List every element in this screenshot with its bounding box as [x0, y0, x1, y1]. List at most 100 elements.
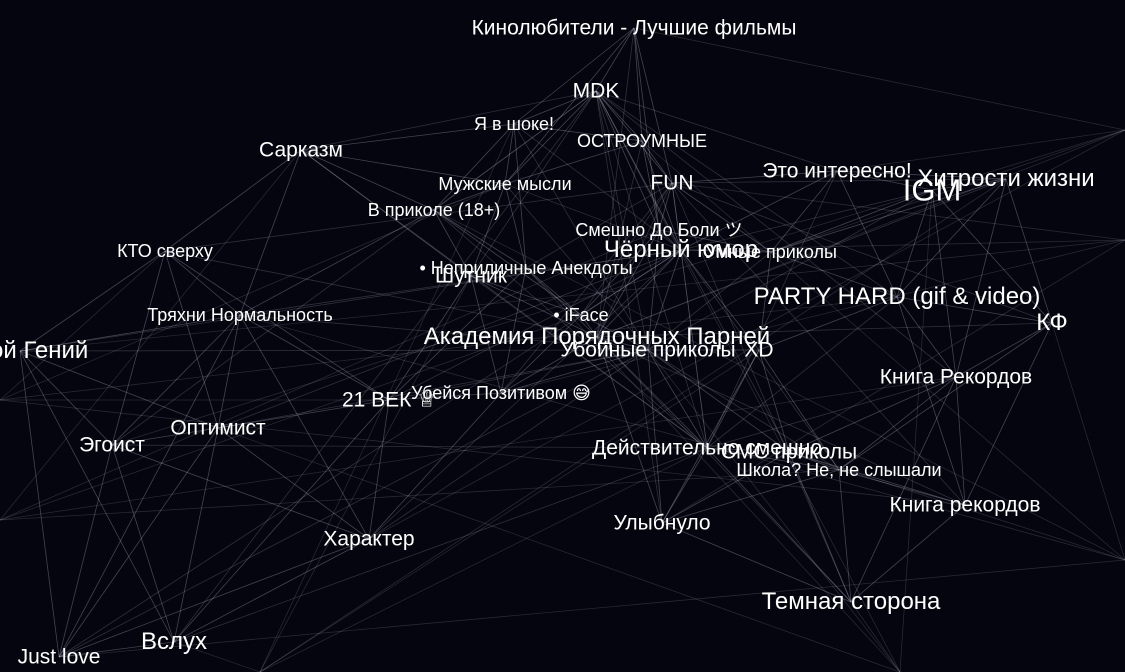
node-just-love[interactable]: Just love — [17, 645, 101, 669]
graph-edge — [0, 376, 957, 521]
graph-edge — [300, 149, 506, 185]
node-kniga-rekordov-2[interactable]: Книга рекордов — [889, 493, 1041, 517]
node-umnye-prikoly[interactable]: Умные приколы — [705, 242, 837, 262]
node-ostroumnye[interactable]: ОСТРОУМНЫЕ — [577, 131, 707, 151]
graph-edge — [239, 314, 649, 351]
graph-edge — [58, 249, 682, 658]
graph-edge — [647, 249, 682, 351]
graph-edge — [58, 427, 219, 658]
graph-edge — [595, 90, 957, 378]
node-21-vek[interactable]: 21 ВЕК ♕ — [341, 388, 437, 412]
graph-edge — [164, 250, 241, 316]
graph-edge — [836, 170, 898, 298]
graph-edge — [836, 170, 1007, 180]
node-fun[interactable]: FUN — [650, 171, 694, 195]
node-v-prikole[interactable]: В приколе (18+) — [367, 200, 501, 220]
node-ubeisya-pozitivom[interactable]: Убейся Позитивом 😅 — [411, 383, 591, 403]
graph-edge — [0, 296, 898, 401]
graph-edge — [259, 275, 472, 672]
graph-edge — [896, 296, 1053, 324]
graph-edge — [706, 447, 852, 603]
graph-edge — [595, 90, 660, 231]
node-chernyi-yumor[interactable]: Чёрный юмор — [603, 236, 759, 263]
node-neprilichnye-anekdoty[interactable]: • Неприличные Анекдоты — [419, 258, 633, 278]
node-igm[interactable]: IGM — [902, 172, 962, 208]
graph-edge — [850, 504, 966, 603]
graph-edge — [368, 249, 682, 540]
node-xd[interactable]: XD — [744, 338, 774, 362]
graph-edge — [788, 451, 852, 603]
graph-edge — [513, 123, 527, 269]
graph-edge — [300, 123, 515, 151]
node-smeshno-do-boli[interactable]: Смешно До Боли ツ — [575, 220, 743, 240]
graph-edge — [706, 170, 838, 449]
node-tupoi-genii[interactable]: Тупой Гений — [0, 337, 89, 364]
node-ya-v-shoke[interactable]: Я в шоке! — [473, 114, 555, 134]
node-mdk[interactable]: MDK — [572, 79, 620, 103]
graph-edge — [0, 399, 966, 506]
graph-edge — [217, 349, 649, 429]
graph-edge — [513, 123, 649, 351]
graph-edge — [647, 189, 933, 351]
node-ulybnulo[interactable]: Улыбнуло — [613, 511, 711, 535]
graph-edge — [641, 140, 682, 251]
graph-edge — [595, 90, 682, 251]
graph-edge — [661, 522, 852, 603]
graph-edge — [111, 444, 370, 540]
graph-edge — [111, 427, 219, 446]
node-harakter[interactable]: Характер — [323, 527, 415, 551]
graph-edge — [671, 178, 1007, 184]
graph-edge — [500, 336, 598, 394]
node-smc-prikoly[interactable]: СМС приколы — [720, 440, 858, 464]
graph-edge — [788, 451, 1125, 561]
node-shkola[interactable]: Школа? Не, не слышали — [736, 460, 942, 480]
graph-edge — [758, 349, 840, 471]
graph-edge — [0, 183, 506, 401]
node-akademiya[interactable]: Академия Порядочных Парней — [423, 323, 771, 350]
graph-edge — [19, 350, 175, 643]
graph-edge — [955, 178, 1007, 378]
graph-edge — [647, 349, 663, 524]
graph-edge — [595, 90, 790, 453]
graph-edge — [706, 349, 760, 449]
graph-edge — [504, 183, 527, 269]
node-hitrosti-zhizni[interactable]: Хитрости жизни — [917, 165, 1095, 192]
node-egoist[interactable]: Эгоист — [79, 433, 145, 457]
node-kinolyubiteli[interactable]: Кинолюбители - Лучшие фильмы — [471, 16, 797, 40]
node-kf[interactable]: КФ — [1036, 309, 1068, 336]
graph-edge — [838, 469, 966, 506]
node-sarkazm[interactable]: Сарказм — [259, 138, 343, 162]
graph-edge — [596, 336, 649, 351]
graph-edge — [964, 322, 1053, 506]
node-eto-interesno[interactable]: Это интересно! — [762, 159, 912, 183]
graph-edge — [658, 182, 673, 231]
node-deistvitelno-smeshno[interactable]: Действительно смешно — [591, 436, 823, 460]
graph-edge — [896, 178, 1007, 298]
graph-edge — [368, 392, 502, 540]
graph-edge — [671, 170, 838, 184]
node-muzhskie-mysli[interactable]: Мужские мысли — [438, 174, 572, 194]
node-shutnik[interactable]: Шутник — [435, 264, 507, 288]
graph-edge — [470, 90, 597, 277]
node-party-hard[interactable]: PARTY HARD (gif & video) — [753, 283, 1041, 310]
node-ubojnye-prikoly[interactable]: Убойные приколы — [560, 338, 736, 362]
node-optimist[interactable]: Оптимист — [170, 416, 266, 440]
graph-edge — [850, 376, 957, 603]
graph-edge — [368, 129, 1125, 540]
graph-edge — [388, 349, 649, 401]
node-vsluh[interactable]: Вслух — [140, 628, 208, 655]
node-kto-sverhu[interactable]: КТО сверху — [117, 241, 213, 261]
graph-edge — [671, 182, 1053, 324]
node-temnaya-storona[interactable]: Темная сторона — [761, 588, 941, 615]
graph-edge — [758, 296, 898, 351]
node-iface[interactable]: • iFace — [553, 305, 609, 325]
graph-edge — [500, 349, 649, 394]
graph-edge — [259, 123, 515, 672]
graph-edge — [0, 314, 582, 521]
node-tryahni[interactable]: Тряхни Нормальность — [147, 305, 333, 325]
graph-edge — [368, 349, 649, 540]
graph-edge — [680, 170, 838, 251]
graph-edge — [661, 349, 760, 524]
node-kniga-rekordov-1[interactable]: Книга Рекордов — [879, 365, 1033, 389]
graph-edge — [470, 267, 527, 277]
